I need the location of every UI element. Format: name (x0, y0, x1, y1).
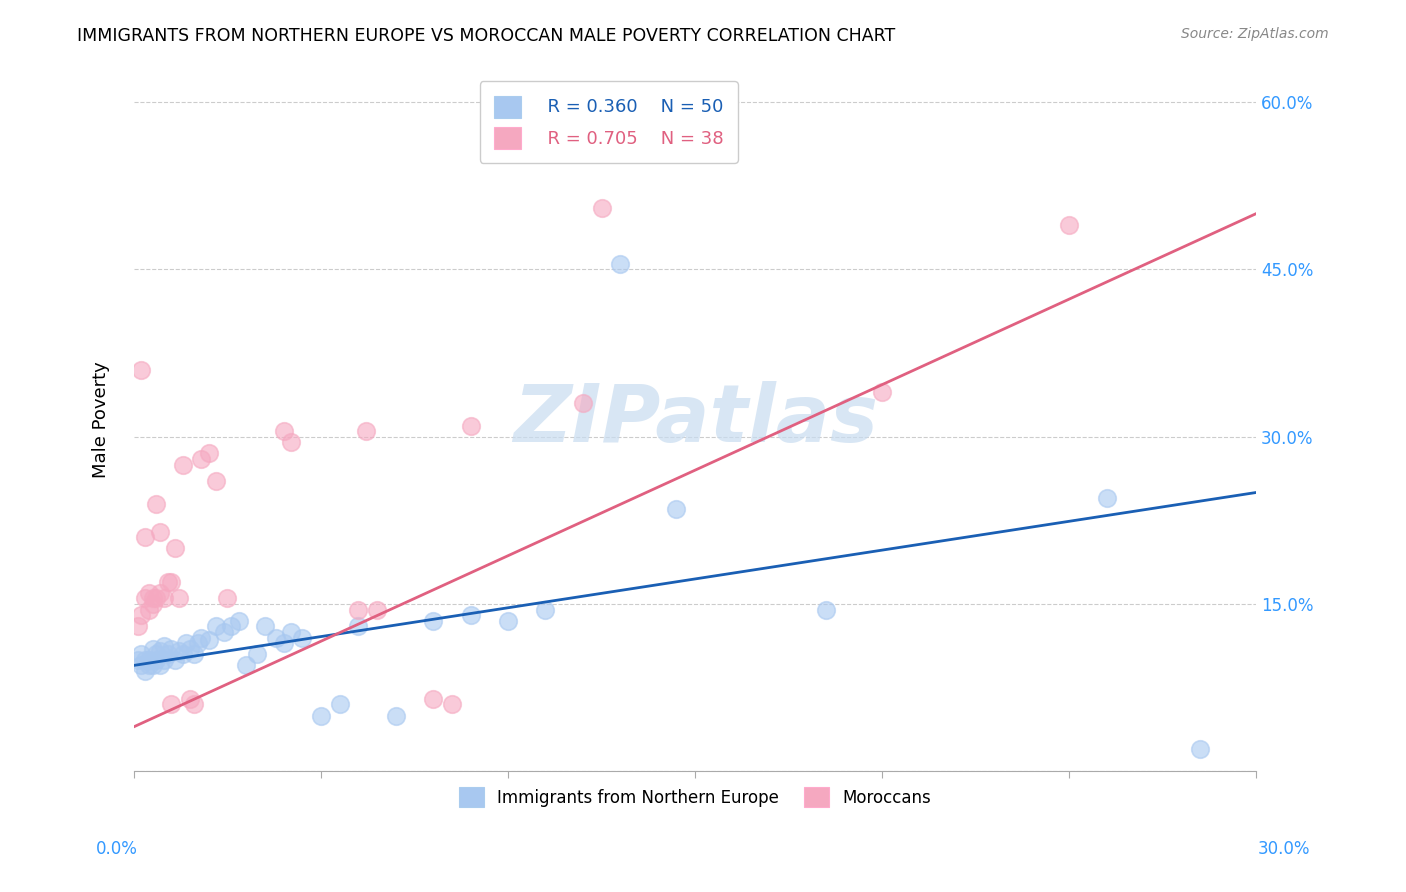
Point (131, 658, 153, 673)
Point (572, 396, 595, 410)
Point (145, 591, 167, 606)
Point (385, 708, 408, 723)
Point (496, 614, 519, 628)
Text: 0.0%: 0.0% (96, 840, 138, 858)
Text: Source: ZipAtlas.com: Source: ZipAtlas.com (1181, 27, 1329, 41)
Point (131, 363, 153, 377)
Point (609, 257, 631, 271)
Point (160, 698, 183, 712)
Point (145, 497, 167, 511)
Point (172, 647, 194, 661)
Point (219, 619, 242, 633)
Point (228, 614, 250, 628)
Point (167, 644, 190, 658)
Point (134, 591, 156, 606)
Point (534, 602, 557, 616)
Point (149, 658, 172, 673)
Point (347, 602, 370, 616)
Point (127, 619, 149, 633)
Point (153, 653, 176, 667)
Point (870, 385, 893, 400)
Point (142, 658, 165, 673)
Point (138, 586, 160, 600)
Point (186, 636, 208, 650)
Point (142, 597, 165, 611)
Point (366, 602, 388, 616)
Point (149, 644, 172, 658)
Point (280, 624, 302, 639)
Point (246, 647, 269, 661)
Point (273, 424, 295, 438)
Point (460, 418, 482, 433)
Point (127, 653, 149, 667)
Point (156, 647, 179, 661)
Point (179, 641, 201, 656)
Point (142, 641, 165, 656)
Point (149, 524, 172, 539)
Text: IMMIGRANTS FROM NORTHERN EUROPE VS MOROCCAN MALE POVERTY CORRELATION CHART: IMMIGRANTS FROM NORTHERN EUROPE VS MOROC… (77, 27, 896, 45)
Point (131, 647, 153, 661)
Point (197, 446, 219, 460)
Point (309, 708, 332, 723)
Point (422, 691, 444, 706)
Point (253, 619, 276, 633)
Point (153, 640, 176, 654)
Point (347, 619, 370, 633)
Point (291, 631, 314, 645)
Point (205, 619, 228, 633)
Point (422, 614, 444, 628)
Point (172, 458, 194, 472)
Point (217, 591, 239, 606)
Point (183, 647, 205, 661)
Point (176, 636, 198, 650)
Point (179, 691, 201, 706)
Point (134, 653, 156, 667)
Point (165, 541, 187, 556)
Point (134, 530, 156, 544)
Point (138, 653, 160, 667)
Point (197, 632, 219, 647)
Point (280, 435, 302, 450)
Point (149, 586, 172, 600)
Point (1057, 218, 1080, 232)
Point (460, 608, 482, 623)
Point (165, 653, 187, 667)
Point (142, 591, 165, 606)
Point (134, 664, 156, 678)
Legend: Immigrants from Northern Europe, Moroccans: Immigrants from Northern Europe, Morocca… (451, 779, 939, 816)
Point (815, 602, 838, 616)
Point (156, 574, 179, 589)
Point (212, 624, 235, 639)
Point (131, 608, 153, 623)
Point (160, 574, 183, 589)
Point (190, 631, 212, 645)
Point (138, 658, 160, 673)
Point (264, 631, 287, 645)
Text: 30.0%: 30.0% (1258, 840, 1310, 858)
Point (591, 201, 613, 215)
Point (160, 641, 183, 656)
Y-axis label: Male Poverty: Male Poverty (93, 361, 110, 478)
Point (205, 475, 228, 489)
Point (167, 591, 190, 606)
Point (354, 424, 377, 438)
Point (235, 658, 257, 673)
Point (1189, 742, 1212, 756)
Point (153, 591, 176, 606)
Point (665, 502, 688, 516)
Point (190, 452, 212, 467)
Text: ZIPatlas: ZIPatlas (513, 381, 877, 459)
Point (273, 636, 295, 650)
Point (329, 698, 352, 712)
Point (183, 698, 205, 712)
Point (1095, 491, 1118, 505)
Point (145, 653, 167, 667)
Point (138, 602, 160, 616)
Point (145, 647, 167, 661)
Point (440, 698, 463, 712)
